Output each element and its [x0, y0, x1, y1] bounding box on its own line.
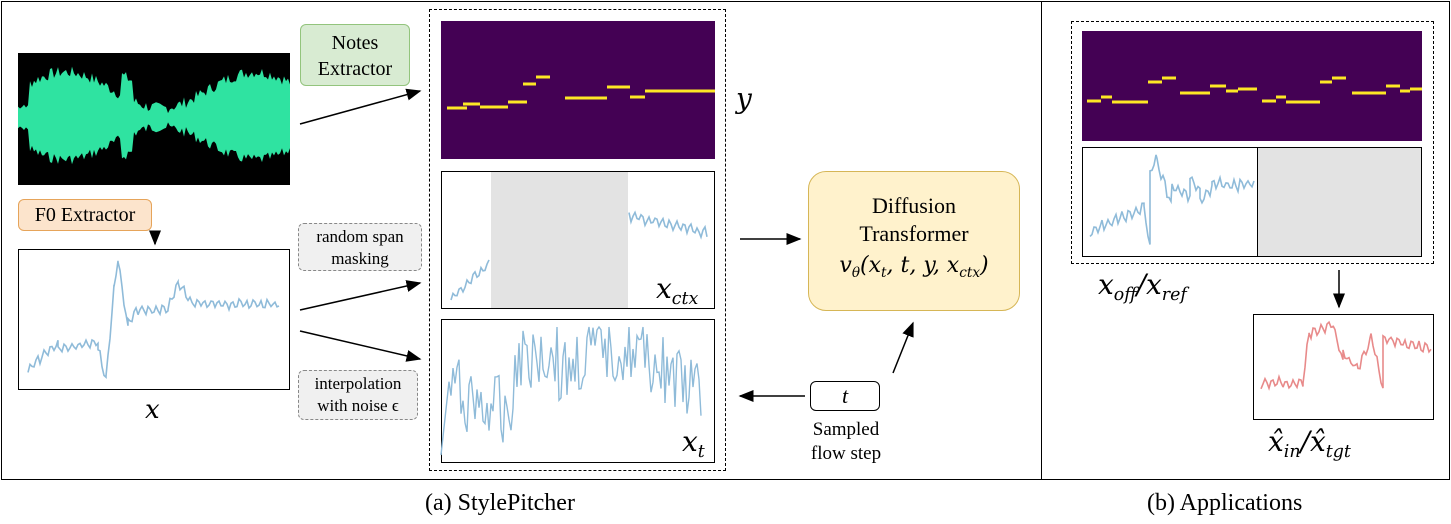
f0-extractor-box: F0 Extractor	[18, 199, 152, 231]
ctx-left-contour	[450, 259, 490, 301]
label-x: x	[145, 395, 160, 425]
sampled-line1: Sampled	[812, 419, 880, 440]
masked-context-plot	[441, 171, 715, 309]
output-pitch-plot	[1253, 314, 1434, 420]
diffusion-formula: vθ(xt, t, y, xctx)	[839, 253, 989, 281]
diffusion-line2: Transformer	[859, 221, 969, 246]
flow-step-t-box: t	[810, 381, 880, 411]
masked-span	[491, 172, 628, 308]
arrow-to-xt	[299, 330, 422, 362]
caption-applications: (b) Applications	[1147, 490, 1303, 516]
random-span-line2: masking	[331, 249, 389, 268]
label-x-off-ref: xoff/xref	[1098, 268, 1187, 306]
right-panel-frame	[1041, 1, 1450, 480]
arrow-t-to-diffusion	[892, 321, 914, 374]
applications-contour	[1089, 154, 1255, 245]
applications-piano-roll	[1082, 31, 1422, 141]
noisy-contour	[440, 325, 702, 456]
applications-pitch-plot	[1082, 147, 1422, 257]
audio-waveform	[18, 66, 290, 165]
ctx-right-contour	[628, 210, 708, 240]
random-span-masking-box: random span masking	[298, 223, 422, 271]
applications-container	[1071, 21, 1434, 264]
output-contour	[1260, 320, 1432, 391]
label-x-hat: x̂in/x̂tgt	[1268, 425, 1351, 463]
notes-extractor-line1: Notes	[331, 32, 379, 54]
arrow-wave-to-roll	[299, 88, 422, 125]
sampled-flow-step-label: Sampled flow step	[792, 418, 900, 466]
pitch-contour-x	[27, 260, 280, 379]
caption-stylepitcher: (a) StylePitcher	[425, 490, 575, 516]
notes-extractor-line2: Extractor	[317, 58, 393, 80]
arrow-to-ctx	[299, 280, 422, 311]
label-x-t: xt	[682, 425, 705, 463]
model-inputs-container	[429, 9, 726, 471]
applications-masked-half	[1257, 148, 1421, 256]
noisy-xt-plot	[441, 319, 715, 463]
sampled-line2: flow step	[810, 443, 882, 464]
diffusion-transformer-box: Diffusion Transformer vθ(xt, t, y, xctx)	[808, 171, 1020, 311]
label-x-ctx: xctx	[656, 272, 699, 310]
label-y: y	[736, 82, 752, 115]
diffusion-line1: Diffusion	[872, 193, 956, 218]
interpolation-line2: with noise ϵ	[317, 396, 399, 415]
random-span-line1: random span	[316, 227, 404, 246]
interpolation-line1: interpolation	[314, 374, 402, 393]
interpolation-box: interpolation with noise ϵ	[298, 370, 418, 420]
pitch-contour-x-plot	[18, 249, 290, 390]
notes-extractor-box: Notes Extractor	[300, 24, 410, 86]
